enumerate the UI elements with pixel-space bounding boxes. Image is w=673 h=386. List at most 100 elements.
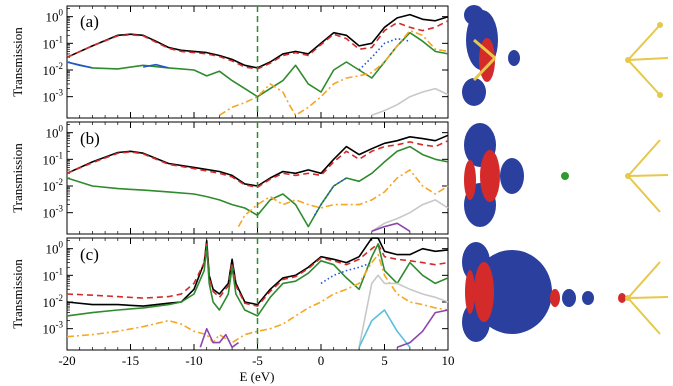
y-tick-exponent: -2 [56, 177, 64, 187]
y-tick-label: 10-2 [43, 293, 64, 310]
series-line [66, 145, 449, 228]
y-tick-exponent: -1 [56, 34, 64, 44]
y-tick-exponent: -3 [56, 88, 64, 98]
y-tick-label: 10-3 [43, 88, 64, 105]
series-line [66, 243, 449, 317]
isosurface-red [464, 160, 476, 200]
series-line [66, 253, 449, 344]
bond [627, 24, 661, 61]
isosurface-blue [464, 5, 484, 25]
series-line [320, 261, 373, 285]
y-tick-exponent: -3 [56, 320, 64, 330]
y-tick-label: 10-2 [43, 177, 64, 194]
bond [627, 261, 661, 299]
panel-label: (b) [80, 129, 100, 148]
y-tick-base: 10 [43, 268, 56, 283]
y-axis-label: Transmission [10, 143, 25, 213]
y-tick-exponent: -1 [56, 150, 64, 160]
y-tick-base: 10 [46, 10, 59, 25]
y-tick-base: 10 [43, 36, 56, 51]
panel-label: (c) [80, 245, 99, 264]
isosurface-red [618, 293, 626, 303]
series-line [313, 177, 347, 216]
y-tick-exponent: -1 [56, 266, 64, 276]
y-axis-label: Transmission [10, 259, 25, 329]
series-line [66, 13, 449, 69]
series-line [358, 309, 411, 348]
series-line [358, 274, 449, 348]
series-line [358, 37, 411, 71]
series-lines [66, 237, 449, 350]
y-tick-label: 10-1 [43, 266, 64, 283]
y-tick-base: 10 [46, 242, 59, 257]
series-line [66, 139, 449, 188]
y-tick-label: 100 [46, 8, 64, 25]
x-tick-label: -5 [252, 353, 263, 368]
series-line [371, 222, 411, 233]
atom [625, 57, 631, 63]
orbital-image-a [462, 5, 669, 106]
isosurface-blue [462, 78, 486, 106]
bond [627, 296, 669, 299]
y-tick-base: 10 [43, 63, 56, 78]
y-tick-base: 10 [43, 295, 56, 310]
bond [472, 56, 497, 82]
bond [627, 139, 661, 177]
x-tick-label: 0 [318, 353, 325, 368]
isosurface-blue [582, 291, 594, 305]
series-line [371, 87, 449, 117]
series-line [66, 20, 449, 70]
orbital-image-c [462, 242, 669, 342]
bond [627, 297, 661, 335]
isosurface-blue [500, 158, 524, 194]
y-tick-label: 100 [46, 124, 64, 141]
series-line [66, 237, 449, 307]
y-tick-base: 10 [43, 322, 56, 337]
y-tick-exponent: -2 [56, 61, 64, 71]
y-tick-exponent: 0 [59, 8, 64, 18]
x-tick-label: -20 [58, 353, 75, 368]
isosurface-red [465, 270, 475, 314]
isosurface-red [550, 289, 560, 307]
y-tick-label: 10-3 [43, 204, 64, 221]
series-line [199, 327, 239, 349]
y-tick-exponent: -2 [56, 293, 64, 303]
y-tick-exponent: 0 [59, 240, 64, 250]
bond [627, 59, 661, 96]
atom [625, 173, 631, 179]
panel-label: (a) [80, 12, 99, 31]
series-line [66, 243, 449, 307]
series-line [143, 63, 169, 69]
y-tick-label: 10-1 [43, 34, 64, 51]
orbital-image-b [464, 123, 669, 227]
isosurface-blue [562, 289, 576, 307]
series-line [396, 309, 449, 349]
y-axis-label: Transmission [10, 27, 25, 97]
atom [657, 92, 663, 98]
y-tick-base: 10 [43, 179, 56, 194]
series-lines [66, 6, 449, 118]
y-tick-label: 10-2 [43, 61, 64, 78]
x-tick-label: 10 [442, 353, 455, 368]
series-line [66, 61, 93, 69]
atom [561, 172, 569, 180]
isosurface-red [474, 262, 494, 322]
x-tick-label: -10 [185, 353, 202, 368]
bond [627, 174, 669, 177]
atom [625, 295, 631, 301]
y-tick-base: 10 [43, 90, 56, 105]
atom [657, 22, 663, 28]
x-tick-label: 5 [381, 353, 388, 368]
y-tick-label: 100 [46, 240, 64, 257]
y-tick-exponent: -3 [56, 204, 64, 214]
series-line [218, 29, 449, 117]
bond [627, 175, 661, 213]
bond [473, 38, 496, 60]
x-ticks: -20 -15 -10 -5 0 5 10 [58, 353, 454, 368]
y-tick-label: 10-1 [43, 150, 64, 167]
